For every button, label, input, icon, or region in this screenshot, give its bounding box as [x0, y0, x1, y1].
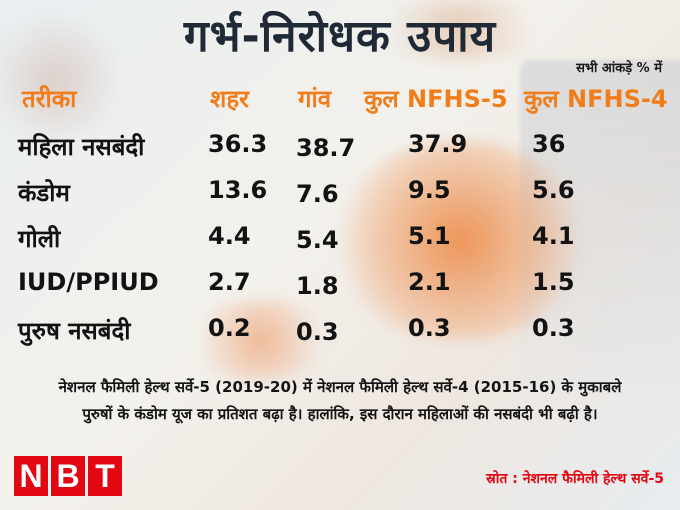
- table-cell: 4.1: [532, 222, 575, 250]
- table-cell: 0.3: [296, 318, 339, 346]
- table-cell: 0.3: [408, 314, 451, 342]
- table-cell: 0.2: [208, 314, 251, 342]
- logo-letter: T: [88, 456, 122, 496]
- table-cell: 5.4: [296, 226, 339, 254]
- footnote-line: पुरुषों के कंडोम यूज का प्रतिशत बढ़ा है।…: [82, 405, 598, 423]
- column-header-village: गांव: [298, 85, 332, 113]
- logo-letter: N: [14, 456, 48, 496]
- table-cell: 4.4: [208, 222, 251, 250]
- column-header-nfhs4: कुल NFHS-4: [524, 85, 668, 113]
- table-cell: 0.3: [532, 314, 575, 342]
- background-photo: [360, 0, 560, 60]
- table-cell: 5.1: [408, 222, 451, 250]
- table-cell: 36.3: [208, 130, 268, 158]
- table-cell: 36: [532, 130, 566, 158]
- nbt-logo: N B T: [14, 456, 122, 496]
- column-header-city: शहर: [210, 85, 249, 113]
- logo-letter: B: [51, 456, 85, 496]
- footnote: नेशनल फैमिली हेल्थ सर्वे-5 (2019-20) में…: [0, 374, 680, 428]
- row-header: तरीका: [22, 85, 77, 113]
- table-cell: 1.8: [296, 272, 339, 300]
- table-cell: 5.6: [532, 176, 575, 204]
- background-photo: [330, 140, 590, 340]
- table-cell: 38.7: [296, 134, 356, 162]
- source-credit: स्रोत : नेशनल फैमिली हेल्थ सर्वे-5: [486, 471, 664, 487]
- row-label: पुरुष नसबंदी: [18, 317, 131, 345]
- row-label: गोली: [18, 225, 61, 253]
- row-label: महिला नसबंदी: [18, 133, 145, 161]
- table-cell: 37.9: [408, 130, 468, 158]
- table-cell: 13.6: [208, 176, 268, 204]
- chart-title: गर्भ-निरोधक उपाय: [183, 11, 497, 62]
- table-cell: 9.5: [408, 176, 451, 204]
- background-photo: [0, 20, 130, 140]
- column-header-nfhs5: कुल NFHS-5: [364, 85, 508, 113]
- table-cell: 1.5: [532, 268, 575, 296]
- table-cell: 2.7: [208, 268, 251, 296]
- footnote-line: नेशनल फैमिली हेल्थ सर्वे-5 (2019-20) में…: [58, 378, 622, 396]
- row-label: कंडोम: [18, 179, 70, 207]
- table-cell: 2.1: [408, 268, 451, 296]
- units-note: सभी आंकड़े % में: [576, 61, 662, 76]
- row-label: IUD/PPIUD: [18, 268, 159, 296]
- background-photo: [180, 300, 340, 380]
- table-cell: 7.6: [296, 180, 339, 208]
